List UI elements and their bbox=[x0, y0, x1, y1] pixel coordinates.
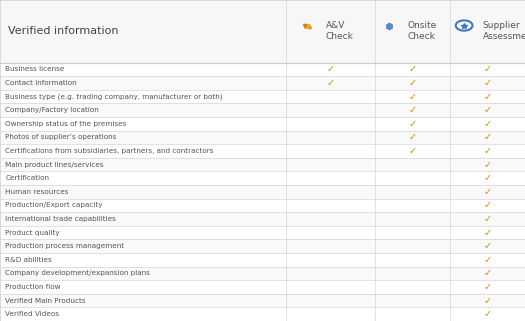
FancyBboxPatch shape bbox=[0, 239, 525, 253]
Text: ✓: ✓ bbox=[484, 65, 492, 74]
Text: Product quality: Product quality bbox=[5, 230, 60, 236]
Text: Supplier
Assessment: Supplier Assessment bbox=[482, 21, 525, 41]
Text: Production flow: Production flow bbox=[5, 284, 61, 290]
Text: ✓: ✓ bbox=[484, 296, 492, 306]
Text: ✓: ✓ bbox=[484, 78, 492, 88]
FancyBboxPatch shape bbox=[0, 117, 525, 131]
Text: ✓: ✓ bbox=[327, 65, 335, 74]
Text: ✓: ✓ bbox=[484, 91, 492, 101]
FancyBboxPatch shape bbox=[0, 280, 525, 294]
Text: ✓: ✓ bbox=[484, 255, 492, 265]
Text: ✓: ✓ bbox=[409, 65, 417, 74]
FancyBboxPatch shape bbox=[0, 158, 525, 171]
Text: Onsite
Check: Onsite Check bbox=[407, 21, 437, 41]
Text: ✓: ✓ bbox=[327, 78, 335, 88]
Text: ✓: ✓ bbox=[484, 228, 492, 238]
Text: Verified information: Verified information bbox=[8, 26, 118, 36]
Text: ✓: ✓ bbox=[409, 119, 417, 129]
Text: Production/Export capacity: Production/Export capacity bbox=[5, 203, 103, 208]
Text: ✓: ✓ bbox=[484, 214, 492, 224]
Text: Company/Factory location: Company/Factory location bbox=[5, 107, 99, 113]
Text: Human resources: Human resources bbox=[5, 189, 69, 195]
Text: Business license: Business license bbox=[5, 66, 65, 73]
FancyBboxPatch shape bbox=[0, 185, 525, 199]
FancyBboxPatch shape bbox=[0, 90, 525, 103]
Text: ✓: ✓ bbox=[484, 119, 492, 129]
Text: ✓: ✓ bbox=[484, 241, 492, 251]
Text: Contact information: Contact information bbox=[5, 80, 77, 86]
FancyBboxPatch shape bbox=[0, 267, 525, 280]
Text: Company development/expansion plans: Company development/expansion plans bbox=[5, 270, 150, 276]
Text: International trade capabilities: International trade capabilities bbox=[5, 216, 116, 222]
FancyBboxPatch shape bbox=[0, 212, 525, 226]
Text: ✓: ✓ bbox=[409, 105, 417, 115]
Text: ✓: ✓ bbox=[484, 173, 492, 183]
Text: Certifications from subsidiaries, partners, and contractors: Certifications from subsidiaries, partne… bbox=[5, 148, 214, 154]
Text: ✓: ✓ bbox=[484, 146, 492, 156]
FancyBboxPatch shape bbox=[0, 63, 525, 76]
Text: ✓: ✓ bbox=[484, 309, 492, 319]
FancyBboxPatch shape bbox=[0, 144, 525, 158]
FancyBboxPatch shape bbox=[0, 0, 525, 63]
Text: Certification: Certification bbox=[5, 175, 49, 181]
FancyBboxPatch shape bbox=[0, 308, 525, 321]
FancyBboxPatch shape bbox=[0, 171, 525, 185]
Text: ✓: ✓ bbox=[484, 132, 492, 143]
Text: Main product lines/services: Main product lines/services bbox=[5, 161, 104, 168]
Text: ✓: ✓ bbox=[484, 160, 492, 169]
FancyBboxPatch shape bbox=[0, 226, 525, 239]
Text: R&D abilities: R&D abilities bbox=[5, 257, 52, 263]
FancyBboxPatch shape bbox=[0, 131, 525, 144]
Text: A&V
Check: A&V Check bbox=[326, 21, 353, 41]
FancyBboxPatch shape bbox=[0, 103, 525, 117]
FancyBboxPatch shape bbox=[0, 253, 525, 267]
Text: ✓: ✓ bbox=[409, 146, 417, 156]
Text: Verified Main Products: Verified Main Products bbox=[5, 298, 86, 304]
FancyBboxPatch shape bbox=[0, 199, 525, 212]
Text: Ownership status of the premises: Ownership status of the premises bbox=[5, 121, 127, 127]
Text: ✓: ✓ bbox=[409, 132, 417, 143]
FancyBboxPatch shape bbox=[0, 76, 525, 90]
Text: ✓: ✓ bbox=[409, 78, 417, 88]
Text: ✓: ✓ bbox=[484, 187, 492, 197]
Text: Business type (e.g. trading company, manufacturer or both): Business type (e.g. trading company, man… bbox=[5, 93, 223, 100]
Text: ✓: ✓ bbox=[484, 268, 492, 278]
Text: ✓: ✓ bbox=[484, 200, 492, 210]
Text: Verified Videos: Verified Videos bbox=[5, 311, 59, 317]
Text: Production process management: Production process management bbox=[5, 243, 124, 249]
FancyBboxPatch shape bbox=[0, 294, 525, 308]
Text: ✓: ✓ bbox=[484, 282, 492, 292]
Text: ✓: ✓ bbox=[409, 91, 417, 101]
Text: Photos of supplier’s operations: Photos of supplier’s operations bbox=[5, 134, 117, 140]
Text: ✓: ✓ bbox=[484, 105, 492, 115]
